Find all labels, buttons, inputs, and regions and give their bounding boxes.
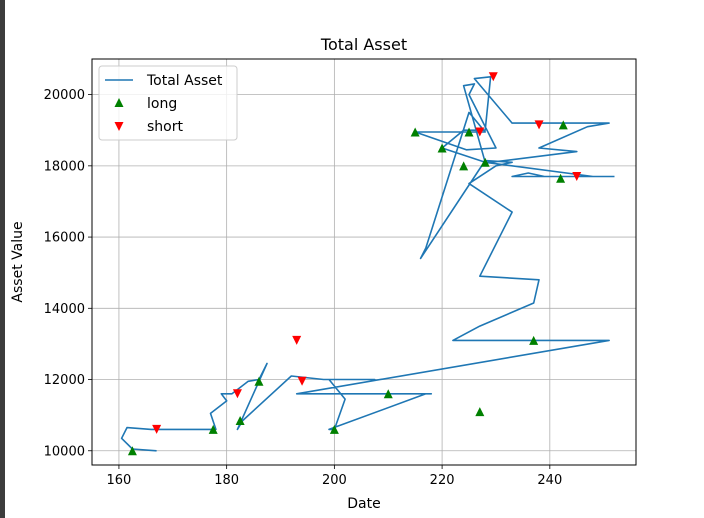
long-marker [475, 407, 485, 417]
short-marker [572, 172, 582, 182]
long-marker [437, 143, 447, 153]
long-marker [208, 424, 218, 434]
legend-short-swatch [114, 122, 124, 131]
short-marker [292, 335, 302, 345]
axis-ticks: 160 180 200 220 240 10000 12000 14000 16000 18000… [44, 88, 563, 488]
long-marker [459, 161, 469, 171]
y-tick-label: 14000 [44, 302, 85, 317]
long-marker [383, 389, 393, 399]
y-tick-label: 18000 [44, 159, 85, 174]
short-marker [488, 72, 498, 82]
long-marker [127, 446, 137, 456]
long-marker [556, 173, 566, 183]
long-marker [464, 127, 474, 137]
x-tick-label: 220 [430, 473, 455, 488]
chart-title: Total Asset [320, 35, 407, 54]
x-axis-title: Date [347, 496, 380, 512]
legend-label-short: short [147, 119, 183, 135]
long-marker [410, 127, 420, 137]
long-marker [480, 157, 490, 167]
legend-long-swatch [114, 98, 124, 107]
long-marker [529, 335, 539, 345]
long-marker [558, 120, 568, 130]
plot-area-frame [91, 58, 637, 466]
legend-box [98, 65, 238, 141]
legend-label-total-asset: Total Asset [146, 73, 223, 89]
trade-markers [127, 72, 582, 456]
window-left-edge [0, 0, 5, 518]
legend: Total Asset long short [98, 65, 238, 141]
x-tick-label: 180 [214, 473, 239, 488]
short-marker [475, 127, 485, 137]
short-marker [232, 389, 242, 399]
long-marker [254, 376, 264, 386]
x-tick-label: 200 [322, 473, 347, 488]
x-tick-label: 160 [107, 473, 132, 488]
y-tick-label: 20000 [44, 88, 85, 103]
long-marker [329, 424, 339, 434]
total-asset-line-series [120, 76, 615, 452]
y-tick-label: 12000 [44, 373, 85, 388]
short-marker [534, 120, 544, 130]
legend-label-long: long [147, 96, 177, 112]
long-marker [235, 415, 245, 425]
y-tick-label: 10000 [44, 444, 85, 459]
y-tick-label: 16000 [44, 231, 85, 246]
y-axis-title: Asset Value [10, 221, 26, 302]
total-asset-line [120, 76, 615, 452]
short-marker [297, 376, 307, 386]
short-marker [152, 424, 162, 434]
x-tick-label: 240 [537, 473, 562, 488]
